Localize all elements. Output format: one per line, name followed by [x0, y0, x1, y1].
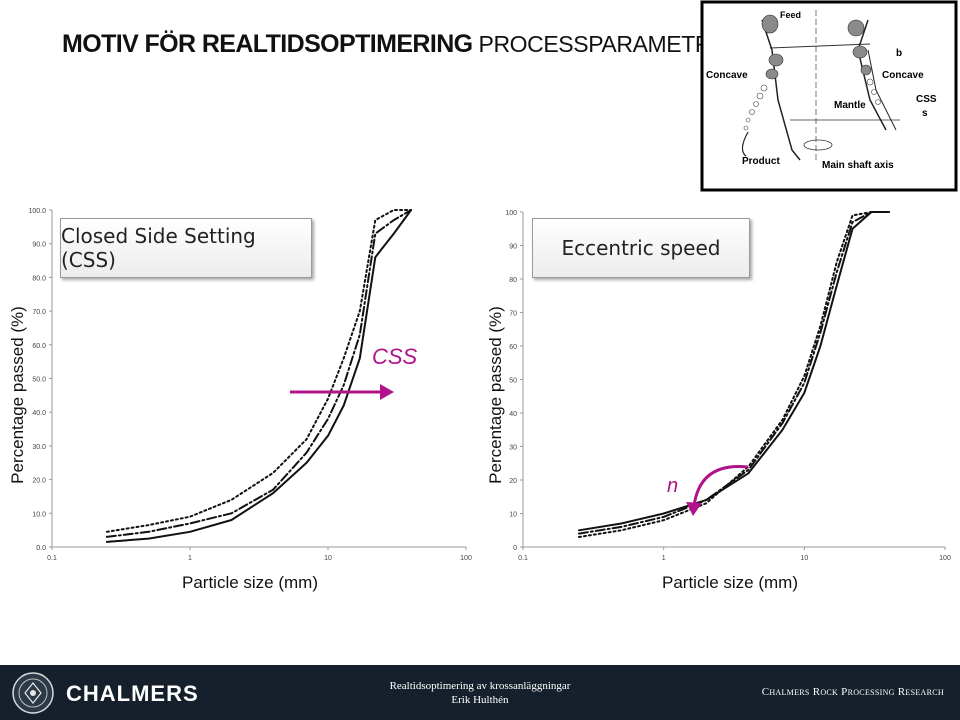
ecc-y-tick-label: 60	[509, 344, 517, 351]
footer-right: Chalmers Rock Processing Research	[761, 686, 944, 698]
ecc-x-tick-label: 1	[662, 555, 666, 562]
css-y-tick-label: 70.0	[32, 309, 46, 316]
chart-eccentric-ylabel: Percentage passed (%)	[486, 306, 505, 484]
css-x-tick-label: 1	[188, 555, 192, 562]
ecc-annotation-arrowhead	[686, 502, 702, 516]
ecc-y-tick-label: 20	[509, 478, 517, 485]
css-y-tick-label: 50.0	[32, 377, 46, 384]
css-y-tick-label: 100.0	[28, 208, 46, 215]
footer-line1: Realtidsoptimering av krossanläggningar	[389, 680, 571, 692]
ecc-annotation-label: n	[667, 475, 678, 497]
css-x-tick-label: 0.1	[47, 555, 57, 562]
css-y-tick-label: 0.0	[36, 545, 46, 552]
footer-brand: CHALMERS	[66, 681, 199, 706]
chart-eccentric-xlabel: Particle size (mm)	[661, 573, 799, 592]
css-x-tick-label: 10	[324, 555, 332, 562]
label-s: s	[922, 108, 928, 119]
css-y-tick-label: 80.0	[32, 275, 46, 282]
css-y-tick-label: 90.0	[32, 242, 46, 249]
css-y-tick-label: 10.0	[32, 511, 46, 518]
ecc-series-line-solid	[578, 211, 890, 532]
slide-title-bold: MOTIV FÖR REALTIDSOPTIMERING	[62, 30, 473, 58]
css-annotation-label: CSS	[372, 344, 418, 369]
ecc-x-tick-label: 100	[939, 555, 951, 562]
chart-eccentric-title-box: Eccentric speed	[532, 218, 750, 278]
slide-title: MOTIV FÖR REALTIDSOPTIMERING PROCESSPARAM…	[62, 30, 743, 59]
ecc-series-line-dotted	[578, 211, 890, 538]
label-feed: Feed	[780, 10, 801, 20]
ecc-y-tick-label: 70	[509, 311, 517, 318]
label-css: CSS	[916, 94, 937, 105]
css-series-line-dashdot	[105, 209, 413, 538]
css-series-line-dotted	[105, 209, 413, 533]
chart-css-title: Closed Side Setting (CSS)	[61, 224, 256, 272]
slide-title-light: PROCESSPARAMETRAR	[478, 31, 743, 57]
crusher-diagram: Feed Concave Concave b Mantle CSS s Prod…	[700, 0, 958, 192]
ecc-annotation-arrow	[692, 464, 749, 507]
ecc-x-tick-label: 0.1	[518, 555, 528, 562]
ecc-y-tick-label: 80	[509, 277, 517, 284]
label-concave-left: Concave	[706, 70, 748, 81]
css-series-line-solid	[105, 209, 413, 543]
ecc-y-tick-label: 100	[505, 210, 517, 217]
css-y-tick-label: 60.0	[32, 343, 46, 350]
css-y-tick-label: 20.0	[32, 478, 46, 485]
ecc-series-line-dashdot	[578, 211, 890, 535]
ecc-y-tick-label: 40	[509, 411, 517, 418]
label-concave-right: Concave	[882, 70, 924, 81]
ecc-y-tick-label: 30	[509, 445, 517, 452]
label-main-shaft-axis: Main shaft axis	[822, 160, 894, 171]
chart-css-xlabel: Particle size (mm)	[181, 573, 319, 592]
css-annotation-arrowhead	[380, 384, 394, 400]
label-mantle: Mantle	[834, 100, 866, 111]
ecc-y-tick-label: 50	[509, 378, 517, 385]
chart-eccentric-title: Eccentric speed	[561, 236, 721, 260]
footer-bar: CHALMERS Realtidsoptimering av krossanlä…	[0, 665, 960, 720]
ecc-y-tick-label: 10	[509, 512, 517, 519]
chalmers-seal-icon	[12, 672, 54, 714]
footer-line2: Erik Hulthén	[451, 694, 509, 706]
css-y-tick-label: 40.0	[32, 410, 46, 417]
ecc-x-tick-label: 10	[800, 555, 808, 562]
label-product: Product	[742, 156, 780, 167]
css-y-tick-label: 30.0	[32, 444, 46, 451]
chart-css-ylabel: Percentage passed (%)	[8, 306, 27, 484]
footer-center: Realtidsoptimering av krossanläggningar …	[390, 679, 571, 707]
label-b: b	[896, 48, 902, 59]
ecc-y-tick-label: 0	[513, 545, 517, 552]
chart-css-title-box: Closed Side Setting (CSS)	[60, 218, 312, 278]
ecc-y-tick-label: 90	[509, 244, 517, 251]
css-x-tick-label: 100	[460, 555, 472, 562]
